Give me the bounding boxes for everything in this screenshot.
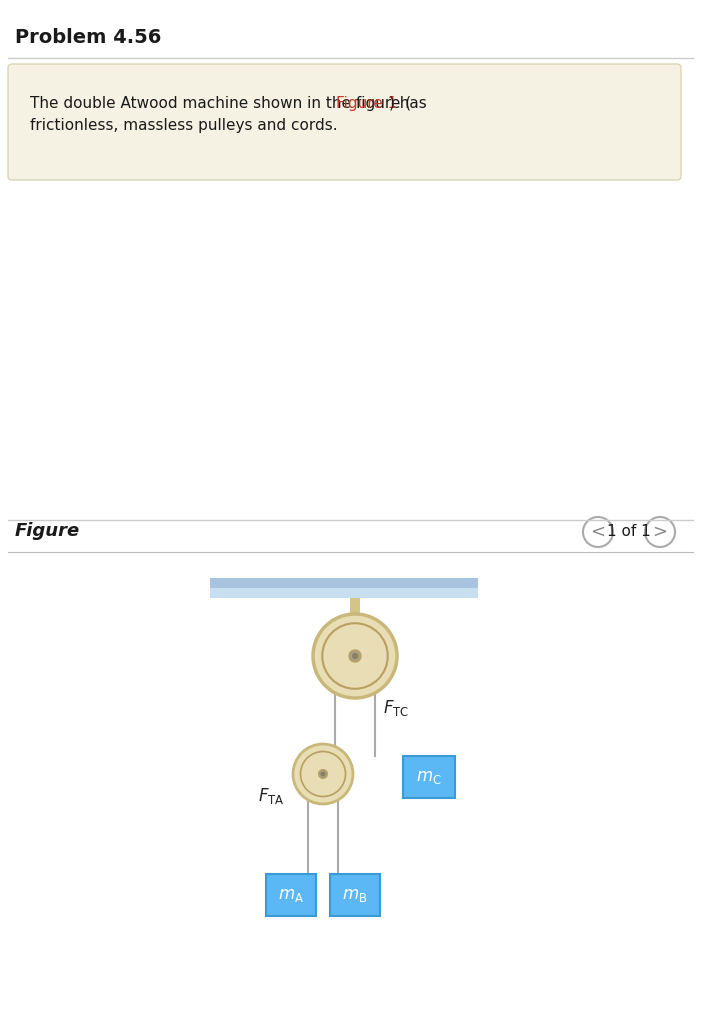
Circle shape [322,624,388,689]
Circle shape [318,769,327,778]
Circle shape [293,744,353,804]
FancyBboxPatch shape [350,598,360,641]
Text: Figure: Figure [15,522,80,540]
Text: $F_{\rm TA}$: $F_{\rm TA}$ [259,786,285,806]
Circle shape [352,653,358,659]
Circle shape [320,771,325,776]
FancyBboxPatch shape [330,874,380,916]
Circle shape [349,650,361,662]
FancyBboxPatch shape [403,756,455,798]
Text: frictionless, massless pulleys and cords.: frictionless, massless pulleys and cords… [30,118,338,133]
Circle shape [301,752,346,797]
Circle shape [313,614,397,698]
Text: Figure 1: Figure 1 [336,96,397,111]
FancyBboxPatch shape [210,578,478,588]
Text: The double Atwood machine shown in the figure (: The double Atwood machine shown in the f… [30,96,411,111]
Text: ) has: ) has [388,96,426,111]
FancyBboxPatch shape [266,874,316,916]
Text: <: < [590,523,606,541]
FancyBboxPatch shape [8,63,681,180]
Text: 1 of 1: 1 of 1 [607,524,651,540]
Text: $m_{\rm A}$: $m_{\rm A}$ [278,886,304,904]
FancyBboxPatch shape [210,588,478,598]
Text: $m_{\rm B}$: $m_{\rm B}$ [342,886,367,904]
Text: Problem 4.56: Problem 4.56 [15,28,161,47]
Text: $F_{\rm TC}$: $F_{\rm TC}$ [383,698,409,718]
Text: $m_{\rm C}$: $m_{\rm C}$ [416,768,442,786]
Text: >: > [653,523,667,541]
